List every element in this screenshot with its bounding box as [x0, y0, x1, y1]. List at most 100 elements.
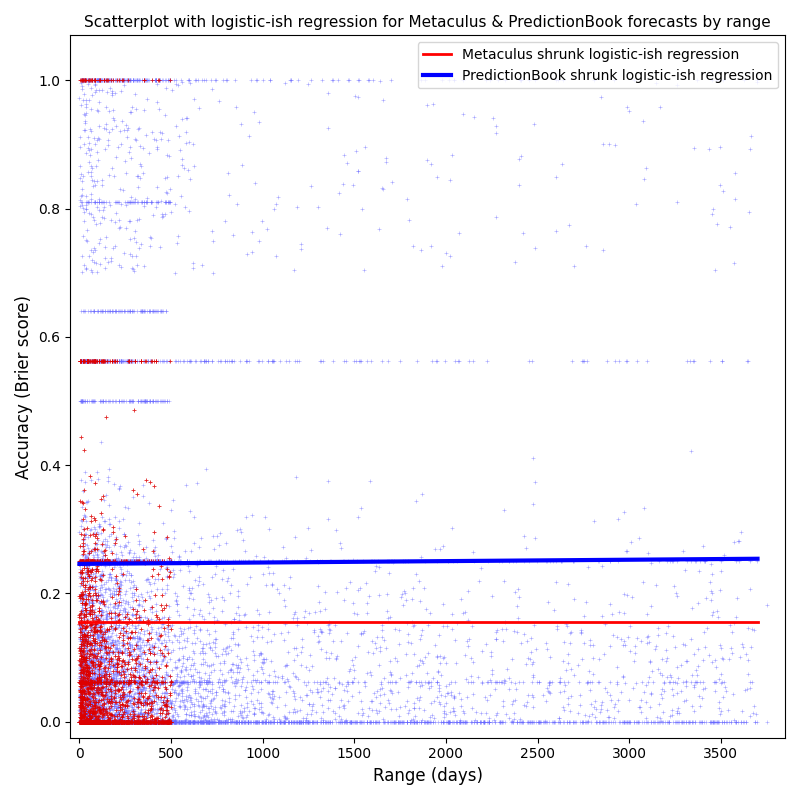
Point [78, 715, 91, 728]
Point [103, 616, 116, 629]
Point [84, 675, 97, 688]
Point [82, 555, 95, 568]
Point [80, 715, 93, 728]
Point [110, 354, 123, 367]
Point [133, 354, 146, 367]
Point [111, 196, 124, 209]
Point [74, 658, 86, 671]
Point [159, 660, 172, 673]
Point [79, 305, 92, 318]
Point [379, 151, 392, 164]
Point [118, 555, 130, 568]
Point [95, 715, 108, 728]
Point [94, 715, 107, 728]
PredictionBook shrunk logistic-ish regression [401, 557, 410, 566]
Point [76, 643, 89, 656]
Point [517, 698, 530, 711]
Point [74, 715, 86, 728]
Point [81, 664, 94, 677]
Point [294, 715, 307, 728]
Point [86, 589, 99, 602]
Point [77, 572, 90, 585]
Point [85, 665, 98, 678]
Point [74, 588, 86, 601]
Point [80, 715, 93, 728]
Point [82, 715, 94, 728]
Point [74, 715, 86, 728]
Point [120, 715, 133, 728]
Point [82, 715, 94, 728]
Point [88, 715, 101, 728]
Point [183, 135, 196, 148]
Point [569, 715, 582, 728]
Point [115, 692, 128, 705]
Point [482, 715, 495, 728]
Point [86, 602, 98, 615]
Point [142, 555, 155, 568]
Point [87, 715, 100, 728]
Point [119, 675, 132, 688]
Point [94, 660, 106, 673]
Point [134, 683, 146, 696]
Point [197, 715, 210, 728]
Point [90, 678, 103, 690]
Point [117, 689, 130, 702]
Point [191, 699, 204, 712]
Point [146, 642, 159, 654]
Point [92, 715, 105, 728]
Point [94, 715, 107, 728]
Point [89, 715, 102, 728]
Point [122, 715, 135, 728]
Point [75, 686, 88, 698]
Point [86, 715, 99, 728]
Point [628, 715, 641, 728]
Point [107, 715, 120, 728]
Point [640, 711, 653, 724]
Point [157, 714, 170, 726]
Point [235, 715, 248, 728]
Point [95, 354, 108, 367]
Point [543, 675, 556, 688]
Point [77, 662, 90, 675]
Point [96, 680, 109, 693]
Point [122, 715, 135, 728]
Point [78, 715, 91, 728]
Point [98, 555, 111, 568]
Point [126, 630, 139, 643]
Point [161, 715, 174, 728]
Point [122, 715, 134, 728]
Point [383, 666, 396, 678]
Point [120, 555, 133, 568]
Point [93, 715, 106, 728]
Point [147, 546, 160, 559]
Point [679, 638, 692, 651]
Point [122, 555, 135, 568]
Point [107, 585, 120, 598]
Point [78, 680, 91, 693]
Point [78, 655, 90, 668]
Point [172, 354, 185, 367]
Point [74, 702, 87, 714]
Point [145, 715, 158, 728]
Point [158, 715, 170, 728]
Point [156, 649, 169, 662]
Point [95, 715, 108, 728]
Point [586, 651, 599, 664]
Point [85, 715, 98, 728]
Point [135, 648, 148, 661]
Point [583, 675, 596, 688]
Point [86, 656, 99, 669]
Point [74, 684, 87, 697]
Point [152, 555, 165, 568]
Point [146, 696, 158, 709]
Point [96, 546, 109, 558]
Point [86, 715, 98, 728]
Point [156, 694, 169, 706]
Point [161, 186, 174, 199]
Point [77, 688, 90, 701]
Point [93, 635, 106, 648]
Point [637, 114, 650, 127]
Point [223, 354, 236, 367]
Point [87, 638, 100, 651]
Point [74, 74, 86, 86]
